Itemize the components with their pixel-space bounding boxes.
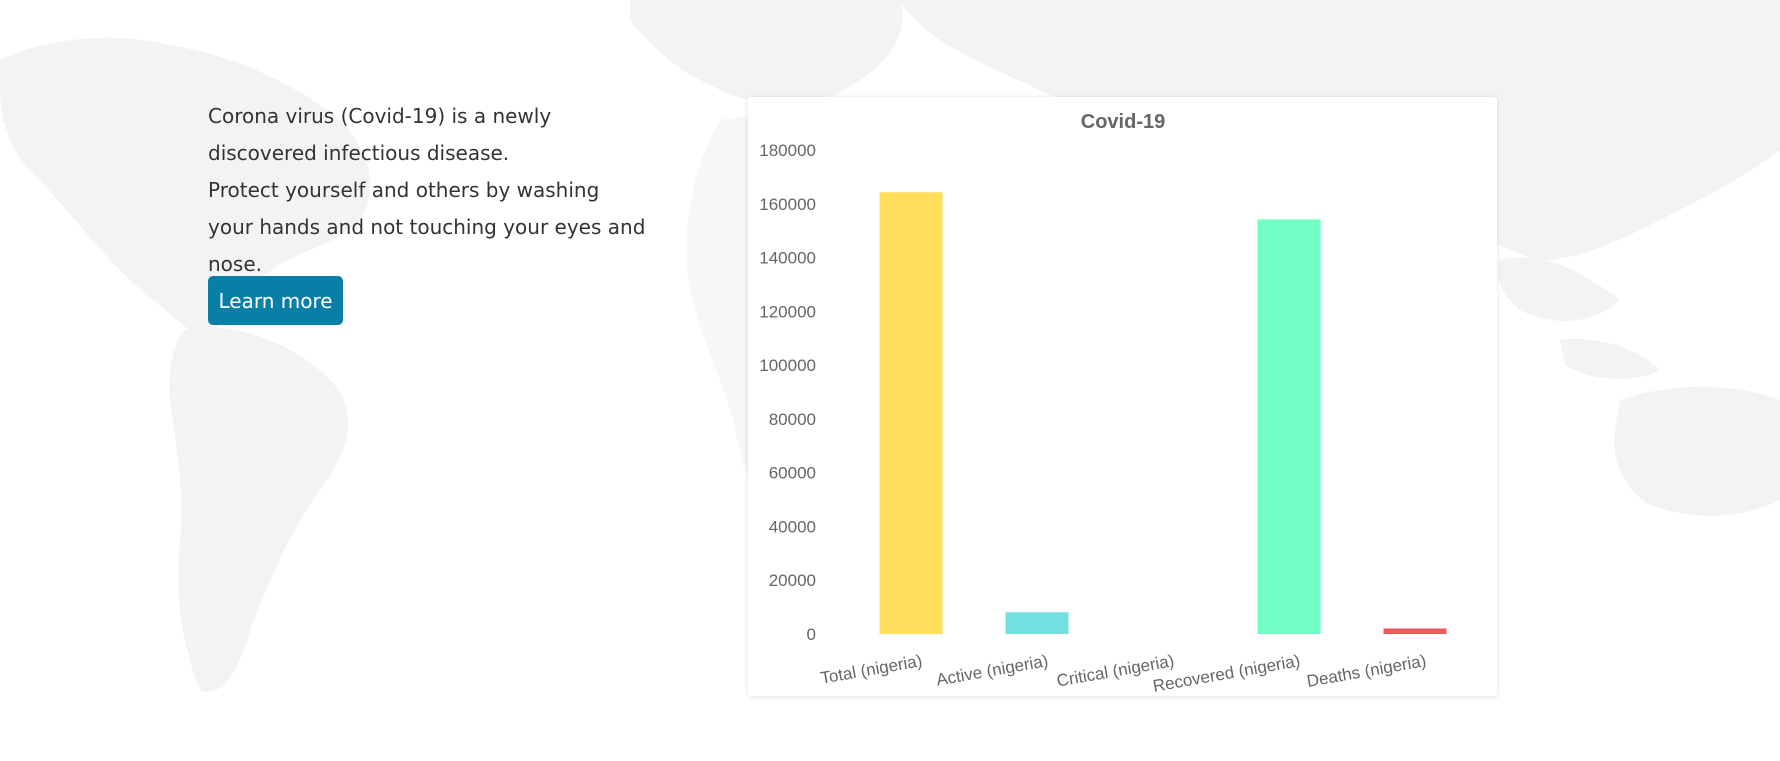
y-tick-label: 100000 (759, 356, 816, 375)
y-tick-label: 160000 (759, 195, 816, 214)
x-tick-label: Recovered (nigeria) (1151, 651, 1301, 696)
y-tick-label: 180000 (759, 141, 816, 160)
chart-title: Covid-19 (1081, 111, 1165, 133)
bar (1257, 219, 1321, 634)
x-tick-label: Deaths (nigeria) (1305, 651, 1427, 691)
y-tick-label: 80000 (769, 410, 816, 429)
intro-line-1: Corona virus (Covid-19) is a newly disco… (208, 104, 552, 165)
y-tick-label: 20000 (769, 571, 816, 590)
y-tick-label: 40000 (769, 517, 816, 536)
x-tick-label: Total (nigeria) (819, 651, 924, 688)
intro-line-2: Protect yourself and others by washing y… (208, 178, 646, 276)
intro-text: Corona virus (Covid-19) is a newly disco… (208, 98, 648, 283)
covid-bar-chart: Covid-19 0 20000 40000 60000 80000 100000 1200… (759, 111, 1447, 696)
y-tick-label: 60000 (769, 464, 816, 483)
bar (879, 192, 943, 634)
bar (1383, 628, 1447, 634)
learn-more-button[interactable]: Learn more (208, 276, 343, 325)
y-tick-label: 140000 (759, 249, 816, 268)
y-tick-label: 0 (807, 625, 816, 644)
y-tick-label: 120000 (759, 302, 816, 321)
x-tick-label: Active (nigeria) (935, 651, 1050, 689)
bar (1005, 612, 1069, 634)
chart-card: Covid-19 0 20000 40000 60000 80000 100000 1200… (748, 97, 1497, 696)
